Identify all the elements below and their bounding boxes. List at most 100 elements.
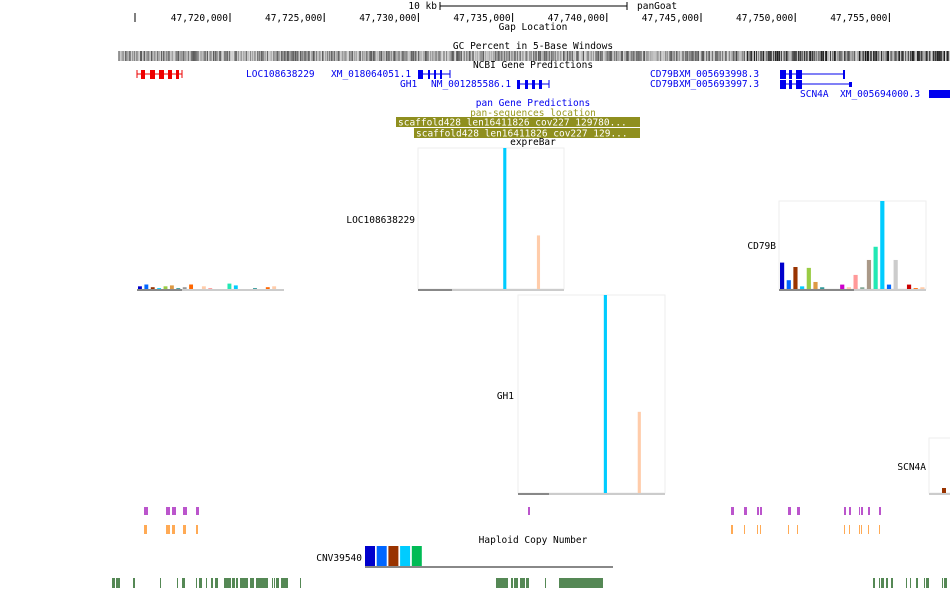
feature-block[interactable] xyxy=(916,578,918,588)
feature-block[interactable] xyxy=(183,525,186,534)
feature-block[interactable] xyxy=(274,578,275,588)
feature-block[interactable] xyxy=(924,578,925,588)
feature-block[interactable] xyxy=(236,578,238,588)
feature-block[interactable] xyxy=(199,578,202,588)
feature-block[interactable] xyxy=(116,578,120,588)
feature-block[interactable] xyxy=(760,525,761,534)
track-title-gap[interactable]: Gap Location xyxy=(499,22,568,33)
feature-block[interactable] xyxy=(879,525,880,534)
track-title-gc[interactable]: GC Percent in 5-Base Windows xyxy=(453,41,613,52)
feature-block[interactable] xyxy=(196,507,199,515)
feature-block[interactable] xyxy=(559,578,603,588)
feature-block[interactable] xyxy=(906,578,907,588)
feature-block[interactable] xyxy=(744,507,747,515)
track-title-pan-gene[interactable]: pan Gene Predictions xyxy=(476,98,590,109)
feature-block[interactable] xyxy=(886,578,888,588)
feature-block[interactable] xyxy=(760,507,762,515)
feature-block[interactable] xyxy=(891,578,893,588)
gene-label-scn4a[interactable]: SCN4A xyxy=(800,89,829,100)
feature-block[interactable] xyxy=(797,507,800,515)
feature-block[interactable] xyxy=(211,578,213,588)
expression-chart-cd79b[interactable] xyxy=(778,200,927,291)
feature-track-purple[interactable] xyxy=(144,507,881,515)
gene-label-cd79b-a[interactable]: CD79B xyxy=(650,69,679,80)
feature-block[interactable] xyxy=(196,525,198,534)
feature-block[interactable] xyxy=(744,525,745,534)
feature-block[interactable] xyxy=(511,578,513,588)
feature-block[interactable] xyxy=(879,578,880,588)
feature-block[interactable] xyxy=(256,578,268,588)
feature-block[interactable] xyxy=(172,525,174,534)
feature-block[interactable] xyxy=(272,578,273,588)
feature-block[interactable] xyxy=(240,578,248,588)
track-title-ncbi[interactable]: NCBI Gene Predictions xyxy=(473,60,593,71)
feature-block[interactable] xyxy=(215,578,218,588)
scaffold-feature[interactable] xyxy=(414,128,640,138)
feature-block[interactable] xyxy=(545,578,546,588)
feature-block[interactable] xyxy=(133,578,135,588)
gene-label-xm2[interactable]: XM_005693998.3 xyxy=(679,69,759,80)
scaffold-feature[interactable] xyxy=(396,117,640,127)
feature-block[interactable] xyxy=(788,507,791,515)
gene-cd79b-b[interactable] xyxy=(780,80,852,89)
feature-block[interactable] xyxy=(526,578,529,588)
gene-label-cd79b-b[interactable]: CD79B xyxy=(650,79,679,90)
feature-block[interactable] xyxy=(300,578,301,588)
feature-block[interactable] xyxy=(166,507,170,515)
feature-block[interactable] xyxy=(844,525,845,534)
gene-scn4a[interactable] xyxy=(929,90,950,98)
expression-chart-scn4a[interactable] xyxy=(928,437,950,495)
feature-block[interactable] xyxy=(788,525,789,534)
feature-block[interactable] xyxy=(859,507,860,515)
track-title-expre[interactable]: expreBar xyxy=(510,137,556,148)
feature-block[interactable] xyxy=(206,578,207,588)
feature-block[interactable] xyxy=(797,525,798,534)
feature-block[interactable] xyxy=(861,525,862,534)
feature-block[interactable] xyxy=(757,507,759,515)
feature-block[interactable] xyxy=(160,578,161,588)
feature-block[interactable] xyxy=(861,507,863,515)
feature-block[interactable] xyxy=(174,525,175,534)
feature-block[interactable] xyxy=(112,578,115,588)
gene-loc108638229[interactable] xyxy=(136,70,183,79)
feature-block[interactable] xyxy=(926,578,929,588)
feature-block[interactable] xyxy=(281,578,288,588)
feature-block[interactable] xyxy=(276,578,279,588)
gene-label-loc[interactable]: LOC108638229 xyxy=(246,69,315,80)
feature-block[interactable] xyxy=(496,578,508,588)
expression-chart-gh1[interactable] xyxy=(517,294,666,495)
feature-block[interactable] xyxy=(849,525,850,534)
feature-track-green[interactable] xyxy=(112,578,947,588)
feature-block[interactable] xyxy=(868,525,869,534)
gene-label-gh1[interactable]: GH1 xyxy=(400,79,417,90)
feature-block[interactable] xyxy=(250,578,254,588)
gene-label-nm1[interactable]: NM_001285586.1 xyxy=(431,79,511,90)
track-title-pan-seq[interactable]: pan-sequences location xyxy=(470,108,596,119)
feature-block[interactable] xyxy=(177,578,178,588)
feature-block[interactable] xyxy=(172,507,176,515)
feature-block[interactable] xyxy=(514,578,518,588)
feature-block[interactable] xyxy=(942,578,943,588)
feature-block[interactable] xyxy=(196,578,197,588)
feature-block[interactable] xyxy=(731,507,734,515)
feature-block[interactable] xyxy=(182,578,185,588)
gene-label-xm1[interactable]: XM_018064051.1 xyxy=(331,69,411,80)
gc-percent-track[interactable] xyxy=(118,51,950,61)
feature-block[interactable] xyxy=(757,525,758,534)
expression-chart-loc[interactable] xyxy=(417,147,565,291)
feature-block[interactable] xyxy=(944,578,947,588)
feature-block[interactable] xyxy=(859,525,860,534)
gene-label-xm3[interactable]: XM_005693997.3 xyxy=(679,79,759,90)
gene-cd79b-a[interactable] xyxy=(780,70,845,79)
feature-block[interactable] xyxy=(881,578,884,588)
feature-block[interactable] xyxy=(731,525,733,534)
feature-block[interactable] xyxy=(868,507,870,515)
feature-block[interactable] xyxy=(849,507,851,515)
expression-chart-mini[interactable] xyxy=(137,283,284,291)
feature-block[interactable] xyxy=(910,578,911,588)
feature-track-orange[interactable] xyxy=(144,525,880,534)
cnv-bars[interactable] xyxy=(365,546,422,566)
feature-block[interactable] xyxy=(232,578,235,588)
feature-block[interactable] xyxy=(873,578,875,588)
